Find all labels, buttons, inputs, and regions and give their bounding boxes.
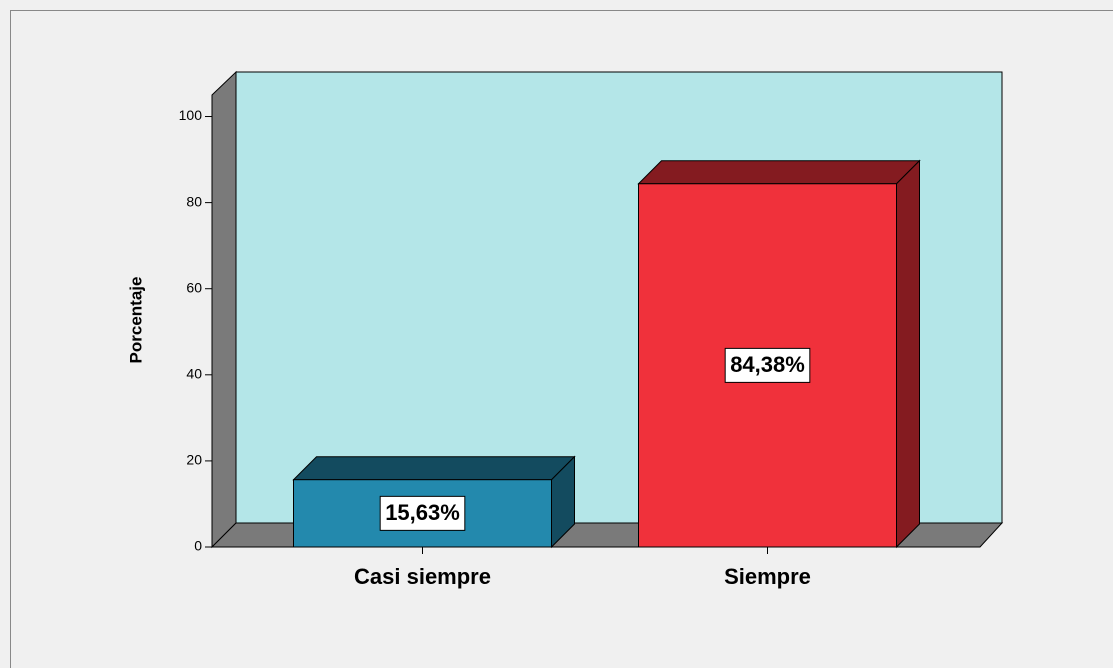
y-tick-label: 80 [186,193,202,209]
y-tick-label: 0 [194,538,202,554]
value-label-box [724,347,811,383]
y-tick-label: 60 [186,279,202,295]
y-tick-label: 20 [186,452,202,468]
value-label: 84,38% [730,352,805,377]
y-axis-label: Porcentaje [126,277,145,364]
y-tick-label: 100 [179,107,203,123]
bar-top [637,160,921,185]
value-label-box [379,495,466,531]
value-label: 15,63% [385,500,460,525]
left-wall [211,70,237,549]
bar [292,455,576,549]
x-tick-label: Siempre [724,564,811,589]
x-tick-label: Casi siempre [354,564,491,589]
bar-side [896,159,920,549]
bar-top [292,456,576,481]
y-tick-label: 40 [186,366,202,382]
